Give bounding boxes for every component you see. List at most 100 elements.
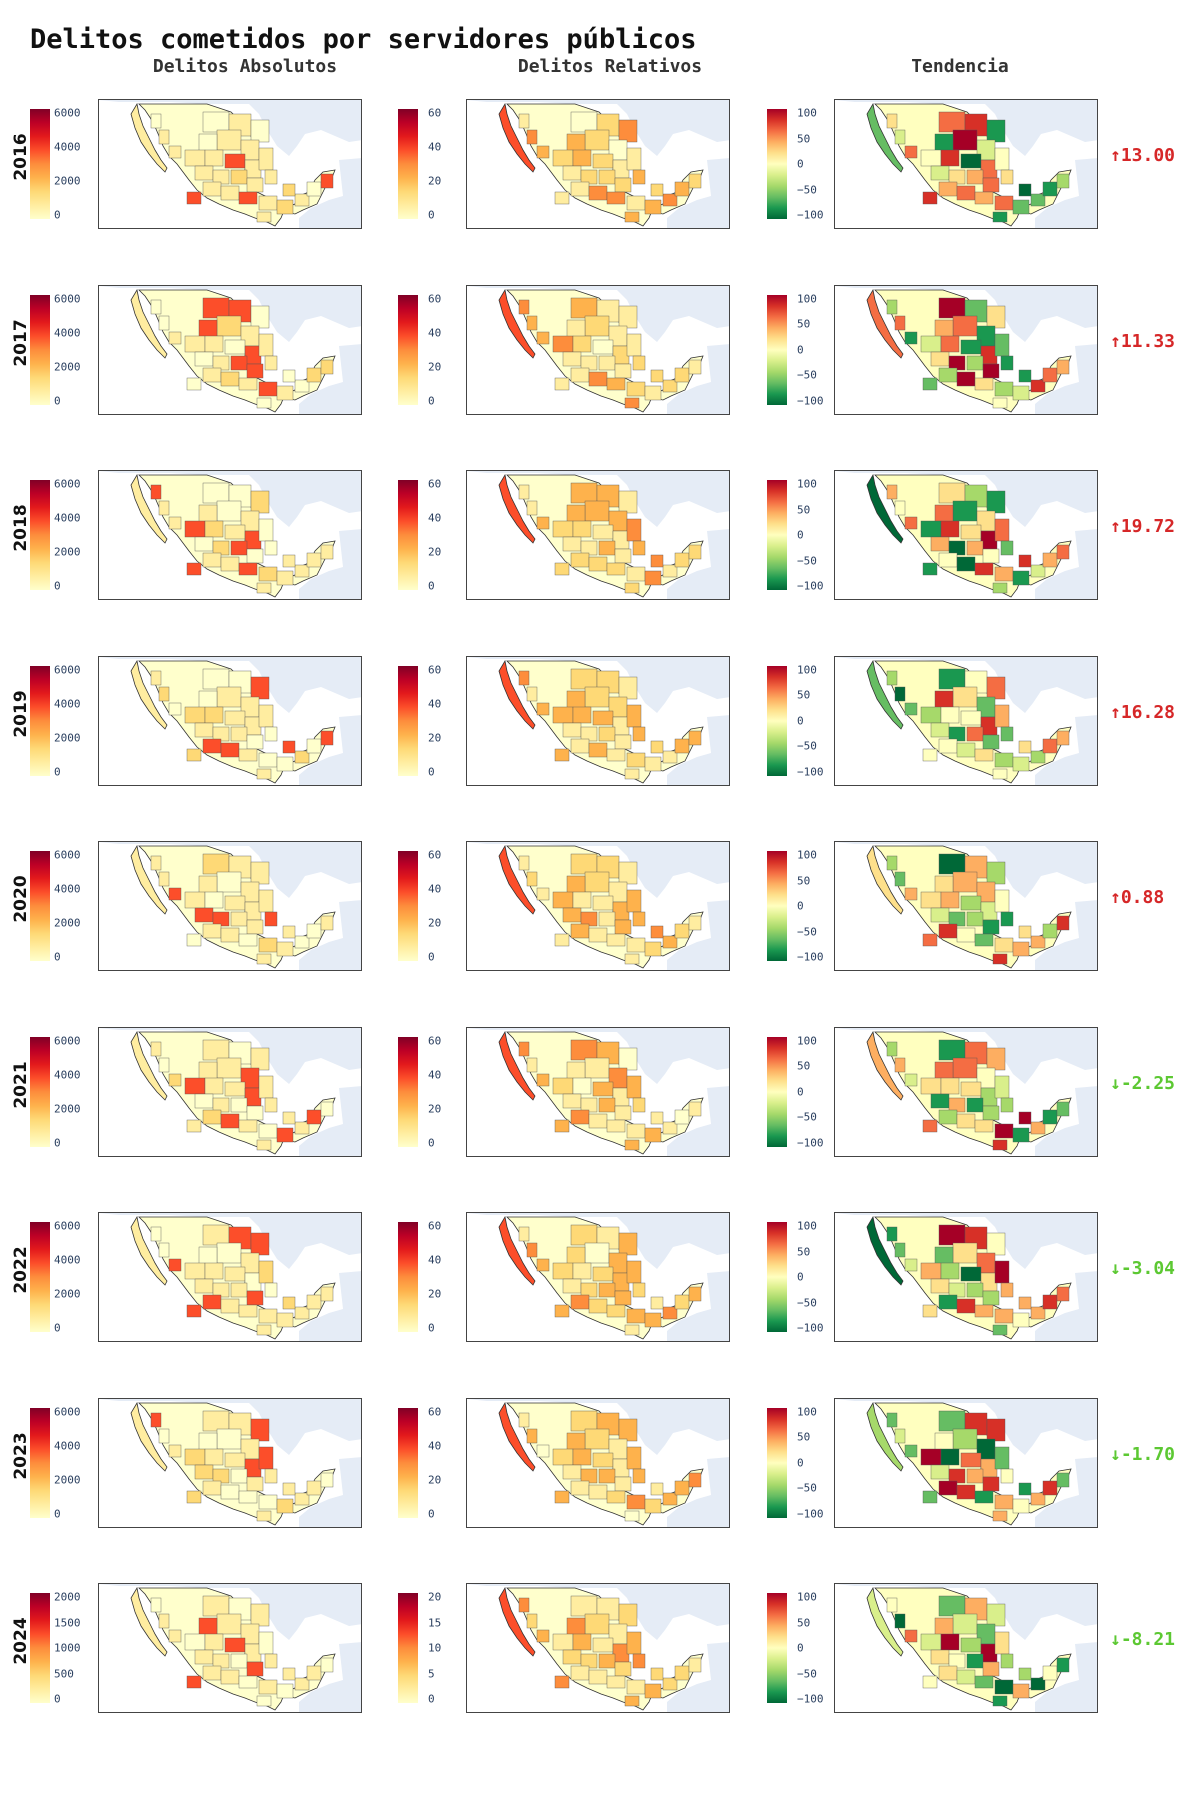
- state-region: [1018, 183, 1032, 197]
- state-region: [688, 1286, 702, 1302]
- state-region: [966, 1097, 984, 1112]
- state-region: [934, 319, 954, 338]
- choropleth-map-tendencia: [834, 99, 1098, 229]
- colorbar-tick: 100: [797, 477, 817, 491]
- state-region: [934, 1061, 954, 1080]
- state-region: [204, 891, 224, 909]
- colorbar-tick: 4000: [54, 697, 81, 710]
- state-region: [674, 1665, 690, 1681]
- state-region: [1056, 1472, 1070, 1487]
- state-region: [662, 750, 678, 763]
- state-region: [980, 159, 998, 179]
- state-region: [674, 1109, 690, 1124]
- state-region: [886, 299, 898, 314]
- choropleth-map-relativos: [466, 470, 730, 600]
- state-region: [886, 1226, 898, 1242]
- choropleth-map-relativos: [466, 1583, 730, 1713]
- colorbar-tick: 6000: [54, 1219, 81, 1233]
- state-region: [994, 381, 1014, 396]
- sea-area: [99, 1584, 361, 1640]
- colorbar-tick: 500: [54, 1667, 74, 1680]
- state-region: [276, 385, 294, 400]
- neighbor-area: [299, 1085, 361, 1156]
- state-region: [624, 211, 640, 223]
- state-region: [224, 524, 246, 540]
- state-region: [570, 111, 598, 133]
- choropleth-map-absolutos: [98, 841, 362, 971]
- state-region: [618, 676, 638, 699]
- colorbar-tick: 100: [797, 106, 817, 120]
- state-region: [570, 923, 590, 939]
- map-svg: [467, 471, 729, 599]
- neighbor-area: [667, 1456, 729, 1527]
- state-region: [956, 371, 976, 386]
- state-region: [940, 520, 960, 538]
- state-region: [614, 1105, 632, 1120]
- neighbor-area: [1035, 714, 1097, 785]
- state-region: [536, 331, 550, 344]
- state-region: [886, 484, 898, 500]
- choropleth-map-relativos: [466, 284, 730, 415]
- state-region: [952, 1613, 978, 1635]
- state-region: [904, 331, 918, 344]
- colorbar-tick: 0: [428, 1136, 435, 1149]
- trend-value: ↑19.72: [1110, 516, 1176, 537]
- colorbar-absolutos: [30, 1036, 50, 1147]
- neighbor-area: [1035, 343, 1097, 414]
- state-region: [158, 1242, 170, 1258]
- colorbar-tick: 0: [797, 343, 804, 356]
- state-region: [184, 1262, 206, 1280]
- state-region: [1018, 925, 1032, 939]
- column-header-tendencia: Tendencia: [911, 56, 1009, 77]
- state-region: [592, 1081, 614, 1096]
- state-region: [986, 1418, 1006, 1441]
- state-region: [198, 1432, 218, 1451]
- state-region: [194, 165, 214, 181]
- state-region: [220, 1669, 240, 1685]
- state-region: [966, 169, 984, 185]
- sea-area: [835, 1398, 1097, 1455]
- state-region: [570, 181, 590, 197]
- state-region: [922, 1675, 938, 1689]
- sea-area: [99, 1027, 361, 1084]
- colorbar-tick: 60: [428, 1219, 442, 1233]
- colorbar-tick: −50: [797, 925, 817, 938]
- year-row: 2024 2000 1500 1000 500 0 20 15 10 5 0 100 50 0 −50 −10…: [0, 1579, 1200, 1729]
- state-region: [922, 748, 938, 761]
- colorbar-ticks-relativos: 60 40 20 0: [428, 478, 488, 593]
- map-svg: [99, 656, 361, 785]
- colorbar-tick: 0: [428, 394, 435, 407]
- state-region: [986, 861, 1006, 885]
- state-region: [938, 668, 966, 689]
- colorbar-tick: 50: [797, 503, 811, 516]
- state-region: [982, 1105, 1000, 1120]
- state-region: [276, 756, 294, 771]
- colorbar-tick: −50: [797, 739, 817, 753]
- state-region: [552, 706, 574, 723]
- state-region: [618, 1418, 638, 1441]
- colorbar-tick: −100: [797, 1321, 824, 1335]
- state-region: [922, 1119, 938, 1132]
- state-region: [960, 339, 982, 354]
- state-region: [264, 911, 278, 927]
- state-region: [320, 1657, 334, 1673]
- state-region: [258, 1631, 274, 1655]
- state-region: [204, 1077, 224, 1094]
- state-region: [216, 871, 242, 893]
- state-region: [1030, 1677, 1046, 1691]
- state-region: [250, 676, 270, 699]
- state-region: [258, 333, 274, 356]
- state-region: [238, 933, 258, 947]
- state-region: [650, 554, 664, 568]
- state-region: [992, 1139, 1008, 1150]
- neighbor-area: [1035, 158, 1097, 228]
- state-region: [960, 153, 982, 169]
- colorbar-tick: 4000: [54, 326, 81, 339]
- state-region: [158, 500, 170, 516]
- choropleth-map-relativos: [466, 655, 730, 786]
- colorbar-ticks-tendencia: 100 50 0 −50 −100: [797, 106, 857, 222]
- colorbar-tick: 60: [428, 1034, 442, 1047]
- state-region: [588, 927, 608, 943]
- colorbar-tick: 0: [54, 950, 61, 964]
- state-region: [168, 1258, 182, 1272]
